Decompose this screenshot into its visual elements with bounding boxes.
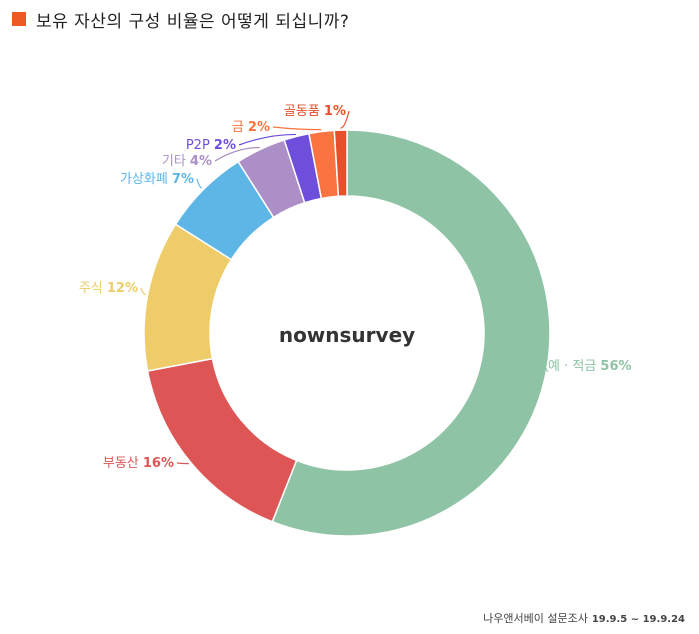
leader-0 — [544, 365, 549, 373]
slice-label-2: 주식 12% — [79, 281, 138, 296]
slice-label-text: 골동품 — [284, 104, 324, 119]
slice-label-text: 기타 — [162, 154, 190, 169]
slice-label-text: P2P — [186, 138, 214, 153]
leader-1 — [176, 462, 190, 465]
leader-5 — [238, 133, 297, 146]
leader-7 — [340, 110, 350, 129]
slice-label-text: 예 · 적금 — [548, 359, 600, 374]
slice-label-value: 2% — [214, 138, 236, 153]
slice-label-value: 12% — [107, 281, 138, 296]
slice-label-1: 부동산 16% — [103, 456, 174, 471]
slice-label-4: 기타 4% — [162, 154, 212, 169]
chart-title-row: 보유 자산의 구성 비율은 어떻게 되십니까? — [12, 6, 349, 32]
slice-label-value: 56% — [600, 359, 631, 374]
leader-6 — [272, 126, 322, 131]
leader-2 — [140, 287, 146, 296]
slice-0[interactable] — [271, 129, 551, 537]
slice-label-text: 주식 — [79, 281, 107, 296]
source-text: 나우앤서베이 설문조사 — [483, 612, 588, 625]
slice-label-6: 금 2% — [232, 120, 270, 135]
source-footer: 나우앤서베이 설문조사 19.9.5 ~ 19.9.24 — [483, 610, 685, 626]
label-leaders — [140, 110, 549, 465]
donut-slices — [143, 129, 551, 537]
slice-label-value: 2% — [248, 120, 270, 135]
slice-label-value: 16% — [143, 456, 174, 471]
slice-7[interactable] — [333, 129, 348, 198]
chart-title: 보유 자산의 구성 비율은 어떻게 되십니까? — [36, 11, 350, 32]
slice-label-3: 가상화폐 7% — [120, 172, 194, 187]
slice-label-text: 금 — [232, 120, 248, 135]
slice-label-text: 부동산 — [103, 456, 143, 471]
slice-label-0: 예 · 적금 56% — [548, 359, 632, 374]
slice-label-7: 골동품 1% — [284, 104, 346, 119]
slice-1[interactable] — [146, 357, 298, 523]
leader-3 — [196, 178, 203, 189]
slice-label-text: 가상화폐 — [120, 172, 172, 187]
slice-label-value: 4% — [190, 154, 212, 169]
slice-label-value: 7% — [172, 172, 194, 187]
slice-label-5: P2P 2% — [186, 138, 236, 153]
slice-labels: 예 · 적금 56% 부동산 16% 주식 12% 가상화폐 7% 기타 4%P2P 2… — [79, 104, 632, 471]
leader-4 — [214, 146, 260, 162]
survey-period: 19.9.5 ~ 19.9.24 — [591, 614, 685, 625]
title-marker-icon — [12, 12, 26, 26]
slice-label-value: 1% — [324, 104, 346, 119]
center-label: nownsurvey — [279, 323, 415, 347]
